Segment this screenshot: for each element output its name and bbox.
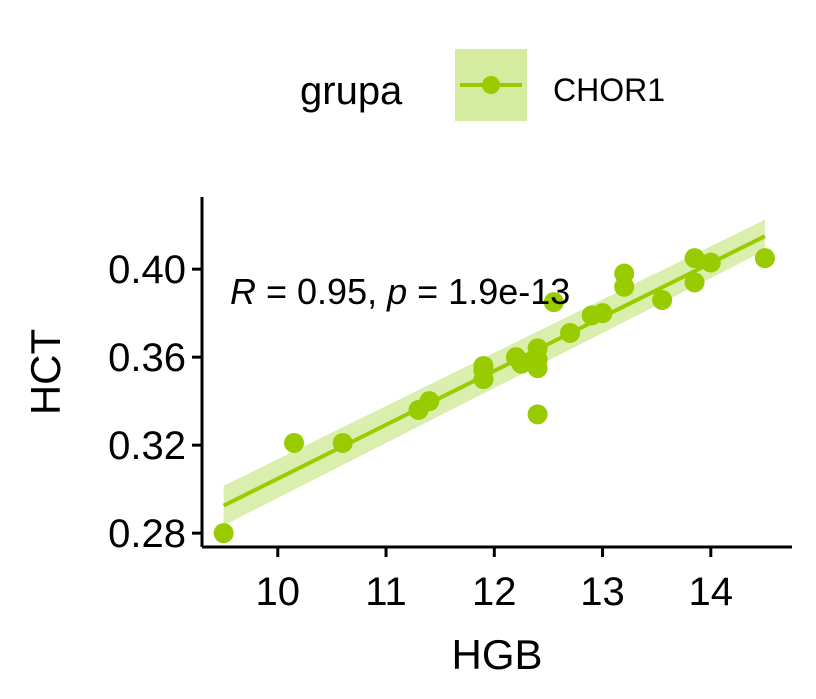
data-point — [419, 391, 440, 412]
data-point — [527, 404, 548, 425]
y-tick-label: 0.36 — [108, 336, 186, 380]
y-ticks: 0.28 0.32 0.36 0.40 — [108, 248, 202, 556]
data-point — [700, 252, 721, 273]
y-tick-label: 0.28 — [108, 512, 186, 556]
r-symbol: R — [230, 271, 256, 312]
x-tick-label: 10 — [256, 570, 301, 614]
y-tick-label: 0.40 — [108, 248, 186, 292]
data-point — [332, 432, 353, 453]
x-tick-label: 14 — [689, 570, 734, 614]
data-point — [284, 432, 305, 453]
r-value-text: = 0.95, — [256, 271, 387, 312]
legend-label-chor1: CHOR1 — [553, 72, 665, 108]
data-point — [543, 292, 564, 313]
x-axis-title: HGB — [451, 631, 542, 678]
p-value-text: = 1.9e-13 — [407, 271, 570, 312]
plot-area — [213, 219, 775, 544]
legend: grupa CHOR1 — [300, 49, 665, 121]
legend-key-point — [482, 76, 500, 94]
axes — [200, 197, 792, 549]
data-point — [614, 276, 635, 297]
data-point — [684, 248, 705, 269]
legend-title: grupa — [300, 69, 403, 113]
data-point — [754, 248, 775, 269]
data-point — [473, 369, 494, 390]
data-point — [652, 289, 673, 310]
correlation-annotation: R = 0.95, p = 1.9e-13 — [230, 271, 570, 312]
x-ticks: 10 11 12 13 14 — [256, 547, 734, 614]
x-tick-label: 12 — [472, 570, 517, 614]
y-tick-label: 0.32 — [108, 424, 186, 468]
p-symbol: p — [386, 271, 407, 312]
data-point — [527, 358, 548, 379]
data-point — [684, 272, 705, 293]
data-point — [511, 353, 532, 374]
data-point — [560, 322, 581, 343]
x-tick-label: 13 — [580, 570, 625, 614]
data-point — [213, 523, 234, 544]
y-axis-title: HCT — [22, 329, 69, 415]
data-point — [592, 303, 613, 324]
regression-line — [222, 234, 766, 508]
x-tick-label: 11 — [365, 570, 407, 614]
